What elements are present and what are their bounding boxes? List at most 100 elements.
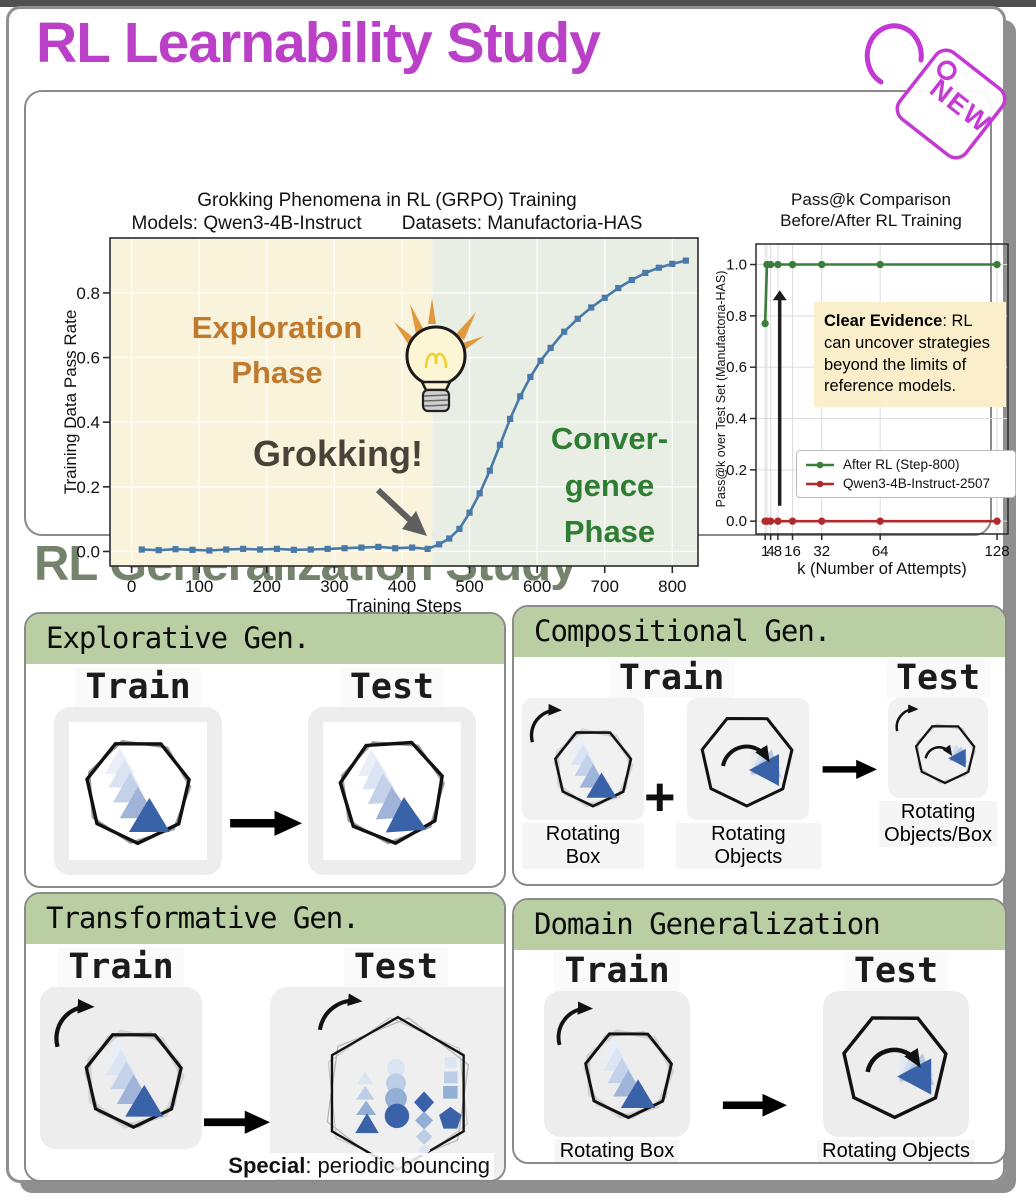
svg-text:0.6: 0.6 bbox=[76, 349, 100, 368]
legend-entry: After RL (Step-800) bbox=[805, 457, 1007, 472]
svg-text:800: 800 bbox=[658, 577, 686, 596]
evidence-body: : RL can uncover strategies beyond the l… bbox=[824, 312, 991, 396]
subtitle-models: Models: Qwen3-4B-Instruct bbox=[131, 213, 362, 234]
svg-text:0.2: 0.2 bbox=[76, 478, 100, 497]
panel-explorative: Explorative Gen. Train Test bbox=[24, 612, 506, 888]
svg-text:32: 32 bbox=[813, 543, 830, 560]
test-figure-box bbox=[308, 706, 476, 875]
test-label: Test bbox=[339, 668, 445, 707]
train-label: Train bbox=[75, 668, 201, 707]
svg-text:Pass@k over Test Set (Manufact: Pass@k over Test Set (Manufactoria-HAS) bbox=[716, 271, 728, 508]
test-label: Test bbox=[885, 659, 991, 698]
train-figure-box bbox=[54, 706, 222, 875]
svg-text:500: 500 bbox=[455, 577, 483, 596]
svg-text:300: 300 bbox=[320, 577, 348, 596]
test-figure-box bbox=[823, 990, 970, 1137]
panel-transformative: Transformative Gen. Train Test Special: … bbox=[24, 892, 506, 1182]
panel-compositional: Compositional Gen. Train Rotating Box + bbox=[512, 605, 1007, 886]
train-figure-box bbox=[40, 986, 202, 1149]
subtitle-datasets: Datasets: Manufactoria-HAS bbox=[401, 213, 643, 234]
grokking-label: Grokking! bbox=[252, 433, 423, 474]
box-with-objects-figure bbox=[326, 725, 458, 857]
svg-text:600: 600 bbox=[523, 577, 551, 596]
combo-figure-box bbox=[888, 697, 989, 798]
passk-chart-title-line1: Pass@k Comparison bbox=[791, 190, 951, 209]
evidence-title: Clear Evidence bbox=[824, 312, 943, 330]
svg-text:1.0: 1.0 bbox=[726, 257, 747, 274]
train-figure-box bbox=[544, 990, 690, 1137]
special-note: Special: periodic bouncing bbox=[224, 1152, 494, 1179]
legend-label: Qwen3-4B-Instruct-2507 bbox=[843, 476, 991, 491]
svg-text:200: 200 bbox=[253, 577, 281, 596]
svg-text:0.6: 0.6 bbox=[726, 359, 747, 376]
new-tag-icon: NEW bbox=[864, 23, 1007, 160]
convergence-phase-label: Conver- gence Phase bbox=[550, 421, 669, 549]
legend-entry: Qwen3-4B-Instruct-2507 bbox=[805, 476, 1007, 491]
legend-swatch bbox=[806, 461, 834, 468]
svg-text:0.0: 0.0 bbox=[76, 542, 100, 561]
svg-text:0.8: 0.8 bbox=[726, 308, 747, 325]
svg-text:700: 700 bbox=[591, 577, 619, 596]
rotating-objects-caption: Rotating Objects bbox=[675, 822, 822, 869]
train-label: Train bbox=[608, 659, 735, 698]
grokking-arrow-icon bbox=[375, 487, 427, 536]
chart-legend: After RL (Step-800) Qwen3-4B-Instruct-250… bbox=[796, 450, 1016, 498]
train-label: Train bbox=[58, 948, 184, 987]
svg-text:400: 400 bbox=[388, 577, 416, 596]
combo-caption: Rotating Objects/Box bbox=[879, 800, 997, 847]
svg-text:4: 4 bbox=[766, 543, 774, 560]
rotating-objects-figure bbox=[689, 700, 807, 818]
train-label: Train bbox=[554, 952, 680, 991]
grokking-chart-subtitle: Models: Qwen3-4B-Instruct Datasets: Manu… bbox=[62, 213, 712, 235]
svg-text:0.0: 0.0 bbox=[726, 513, 747, 530]
svg-text:8: 8 bbox=[774, 543, 782, 560]
legend-swatch bbox=[806, 480, 834, 487]
special-note-bold: Special bbox=[228, 1152, 306, 1178]
top-edge-strip bbox=[0, 0, 1036, 7]
rotating-objects-caption: Rotating Objects bbox=[817, 1139, 975, 1162]
test-label: Test bbox=[343, 948, 449, 987]
grokking-chart-title: Grokking Phenomena in RL (GRPO) Training bbox=[197, 190, 577, 211]
svg-text:16: 16 bbox=[784, 543, 801, 560]
evidence-callout: Clear Evidence: RL can uncover strategie… bbox=[814, 302, 1006, 408]
rotating-objects-box-figure bbox=[890, 700, 986, 796]
grokking-chart: Grokking Phenomena in RL (GRPO) Training… bbox=[62, 190, 712, 618]
plus-sign: + bbox=[644, 767, 676, 827]
test-label: Test bbox=[843, 952, 949, 991]
svg-text:0: 0 bbox=[127, 577, 136, 596]
rotating-box-caption: Rotating Box bbox=[522, 822, 644, 869]
box-with-objects-figure bbox=[72, 725, 204, 857]
svg-text:0.2: 0.2 bbox=[726, 462, 747, 479]
svg-text:100: 100 bbox=[185, 577, 213, 596]
passk-chart: Pass@k Comparison Before/After RL Traini… bbox=[716, 190, 1026, 622]
learnability-panel: Grokking Phenomena in RL (GRPO) Training… bbox=[24, 90, 1016, 614]
passk-line-chart: 148 16 32 64 128 0.0 0.2 0.4 0.6 0.8 1.0 k (Number … bbox=[716, 243, 1010, 578]
exploration-phase-label: Exploration Phase bbox=[191, 310, 363, 390]
rotating-box-figure bbox=[524, 700, 642, 818]
special-note-rest: : periodic bouncing bbox=[305, 1152, 490, 1178]
svg-text:64: 64 bbox=[872, 543, 889, 560]
svg-text:0.8: 0.8 bbox=[76, 284, 100, 303]
arrow-right-icon bbox=[722, 1093, 787, 1117]
panel-explorative-title: Explorative Gen. bbox=[26, 614, 504, 664]
svg-text:0.4: 0.4 bbox=[726, 411, 747, 428]
legend-label: After RL (Step-800) bbox=[843, 457, 960, 472]
rotating-objects-figure bbox=[829, 997, 963, 1131]
lightbulb-icon bbox=[394, 298, 484, 413]
svg-text:128: 128 bbox=[985, 543, 1010, 560]
test-figure-box bbox=[270, 986, 504, 1180]
passk-chart-title-line2: Before/After RL Training bbox=[780, 211, 962, 230]
rotating-box-figure bbox=[550, 997, 684, 1131]
svg-text:0.4: 0.4 bbox=[76, 413, 100, 432]
panel-domain-title: Domain Generalization bbox=[514, 900, 1005, 950]
panel-compositional-title: Compositional Gen. bbox=[514, 607, 1005, 657]
panel-transformative-title: Transformative Gen. bbox=[26, 894, 504, 944]
rotating-objects-figure-box bbox=[687, 697, 810, 820]
rotating-box-caption: Rotating Box bbox=[554, 1139, 680, 1162]
svg-text:k (Number of Attempts): k (Number of Attempts) bbox=[797, 560, 967, 578]
arrow-right-icon bbox=[822, 759, 878, 779]
panel-domain: Domain Generalization Train Rotating Box… bbox=[512, 898, 1007, 1164]
svg-text:1: 1 bbox=[761, 543, 769, 560]
rotating-box-figure-box bbox=[522, 697, 644, 820]
